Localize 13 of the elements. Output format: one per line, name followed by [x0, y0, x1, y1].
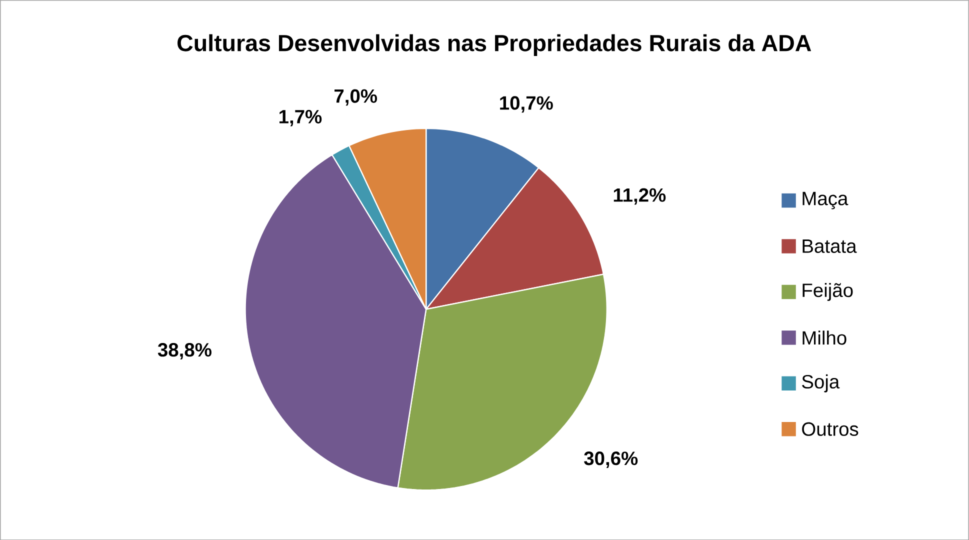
legend-label: Maça: [802, 192, 848, 210]
data-label: 1,7%: [280, 110, 322, 126]
legend-label: Outros: [802, 422, 858, 436]
data-label: 10,7%: [500, 96, 553, 112]
data-label: 7,0%: [334, 89, 378, 106]
chart-title: Culturas Desenvolvidas nas Propriedades Rurais da ADA: [178, 34, 812, 56]
legend-label: Feijão: [802, 282, 853, 301]
data-label: 38,8%: [158, 342, 212, 360]
legend-label: Soja: [802, 374, 840, 392]
legend-label: Milho: [802, 330, 846, 345]
data-label: 30,6%: [584, 451, 638, 468]
data-label: 11,2%: [614, 188, 666, 205]
legend-label: Batata: [802, 239, 857, 253]
